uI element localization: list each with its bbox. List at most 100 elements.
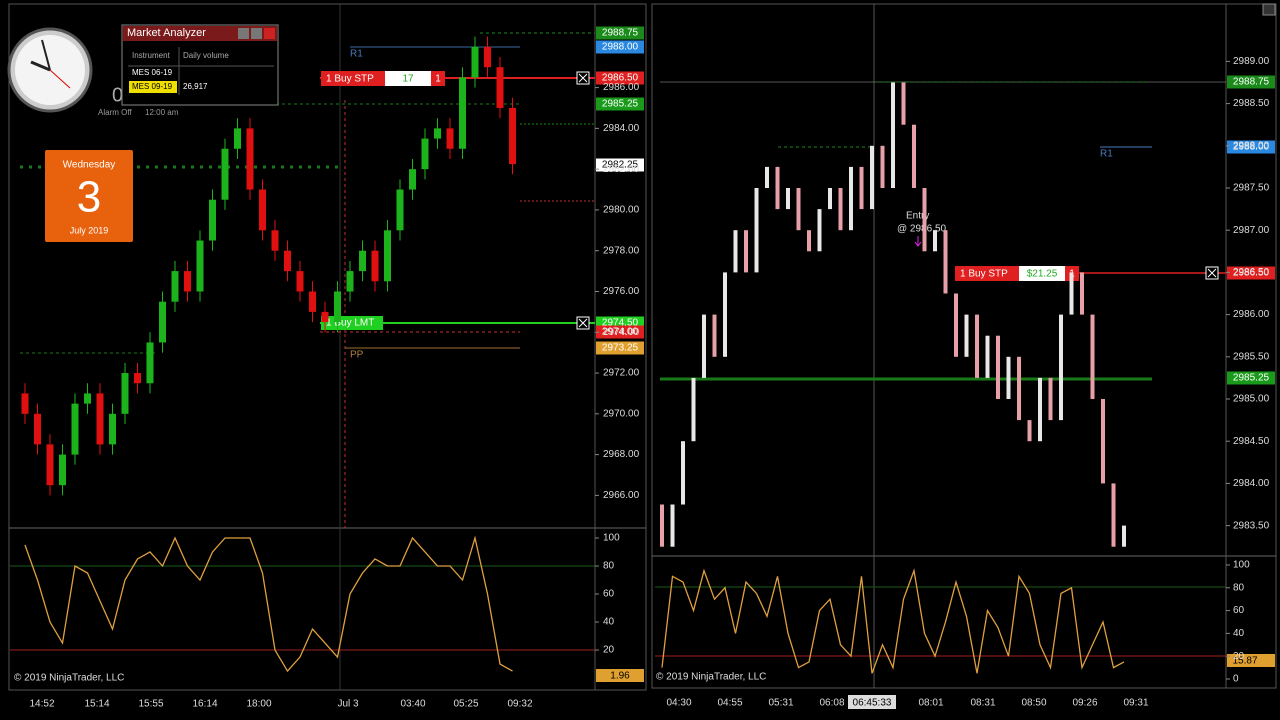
time-label: 08:31 xyxy=(970,698,995,709)
alarm-status: Alarm Off xyxy=(98,108,132,117)
price-badge-label: 2985.25 xyxy=(602,99,639,110)
candle-body xyxy=(159,301,166,343)
candle-body xyxy=(134,373,141,384)
candle-body xyxy=(434,128,441,139)
entry-arrow xyxy=(914,236,922,247)
bar xyxy=(849,166,853,231)
bar xyxy=(880,145,885,188)
candle-body xyxy=(359,250,366,272)
price-badge xyxy=(1227,75,1275,89)
candle-body xyxy=(121,373,129,414)
bar xyxy=(754,188,759,273)
minimize-button[interactable] xyxy=(238,28,249,39)
price-badge-label: 2973.25 xyxy=(602,343,639,354)
price-badge-label: 2986.50 xyxy=(602,73,639,84)
candle-body xyxy=(484,46,491,68)
instrument[interactable]: MES 09-19 xyxy=(132,82,173,91)
candle-body xyxy=(21,393,29,414)
price-tick-label: 2976.00 xyxy=(603,286,640,297)
candle-body xyxy=(334,291,341,323)
calendar-weekday: Wednesday xyxy=(63,160,116,171)
candle-body xyxy=(459,77,466,149)
osc-tick-label: 0 xyxy=(1233,674,1239,685)
close-button[interactable] xyxy=(264,28,275,39)
r1-label: R1 xyxy=(1100,149,1113,160)
candle-body xyxy=(109,413,116,445)
bar xyxy=(765,166,769,188)
candle-body xyxy=(471,46,479,78)
bar xyxy=(954,293,958,357)
candle-body xyxy=(171,271,179,302)
bar xyxy=(975,314,979,378)
time-label: 08:01 xyxy=(918,698,943,709)
candle-body xyxy=(234,128,241,149)
osc-badge xyxy=(1227,654,1275,667)
price-badge xyxy=(596,325,644,339)
pnl-tag xyxy=(385,71,431,86)
price-tick-label: 2986.50 xyxy=(1233,267,1270,278)
bar xyxy=(670,504,675,547)
column-header: Instrument xyxy=(132,51,171,60)
bar xyxy=(1080,272,1084,315)
r1-label: R1 xyxy=(350,49,363,60)
cancel-button[interactable] xyxy=(576,71,590,85)
candle-body xyxy=(71,403,79,455)
time-label: 06:45:33 xyxy=(853,698,892,709)
osc-badge xyxy=(596,669,644,682)
instrument[interactable]: MES 06-19 xyxy=(132,68,173,77)
bar xyxy=(786,188,790,210)
osc-tick-label: 20 xyxy=(603,645,615,656)
bar xyxy=(964,314,969,357)
candle-body xyxy=(259,189,266,231)
time-label: 15:55 xyxy=(138,699,163,710)
time-label: Jul 3 xyxy=(337,699,359,710)
bar xyxy=(1069,272,1074,315)
price-badge-label: 2986.50 xyxy=(1233,268,1270,279)
pp-label: PP xyxy=(350,350,364,361)
copyright: © 2019 NinjaTrader, LLC xyxy=(14,673,124,684)
candle-body xyxy=(209,199,216,241)
bar xyxy=(817,209,822,252)
copyright: © 2019 NinjaTrader, LLC xyxy=(656,672,766,683)
price-badge xyxy=(596,26,644,40)
left-frame xyxy=(8,3,647,691)
cancel-button[interactable] xyxy=(576,316,590,330)
price-tick-label: 2987.00 xyxy=(1233,225,1270,236)
bar xyxy=(1122,525,1126,547)
candle-body xyxy=(46,444,54,486)
window-button[interactable] xyxy=(1262,3,1276,16)
cancel-button[interactable] xyxy=(1205,266,1219,280)
order-label: 1 Buy STP xyxy=(326,74,374,85)
bar xyxy=(943,230,948,294)
price-tick-label: 2984.00 xyxy=(603,123,640,134)
order-tag[interactable] xyxy=(321,71,385,86)
osc-tick-label: 100 xyxy=(603,533,620,544)
bar xyxy=(1006,356,1011,400)
oscillator-line xyxy=(24,535,513,673)
candle-body xyxy=(446,128,454,149)
candle-body xyxy=(309,291,316,312)
candle-body xyxy=(34,413,41,445)
order-tag[interactable] xyxy=(955,266,1019,281)
maximize-button[interactable] xyxy=(251,28,262,39)
window-title: Market Analyzer xyxy=(127,27,206,39)
bar xyxy=(723,272,727,357)
price-badge xyxy=(596,71,644,85)
price-tick-label: 2972.00 xyxy=(603,368,640,379)
column-header: Daily volume xyxy=(183,51,229,60)
price-badge xyxy=(596,97,644,111)
bar xyxy=(1017,356,1021,421)
bar xyxy=(1038,377,1042,442)
bar xyxy=(691,377,696,442)
bar xyxy=(796,188,801,231)
price-tick-label: 2986.00 xyxy=(603,82,640,93)
price-badge-label: 2982.25 xyxy=(602,160,639,171)
price-badge-label: 2985.25 xyxy=(1233,373,1270,384)
price-badge-label: 2988.75 xyxy=(602,28,639,39)
time-label: 04:55 xyxy=(717,698,742,709)
osc-tick-label: 80 xyxy=(603,561,615,572)
osc-tick-label: 60 xyxy=(603,589,615,600)
price-tick-label: 2988.50 xyxy=(1233,98,1270,109)
qty-tag[interactable] xyxy=(431,71,445,86)
